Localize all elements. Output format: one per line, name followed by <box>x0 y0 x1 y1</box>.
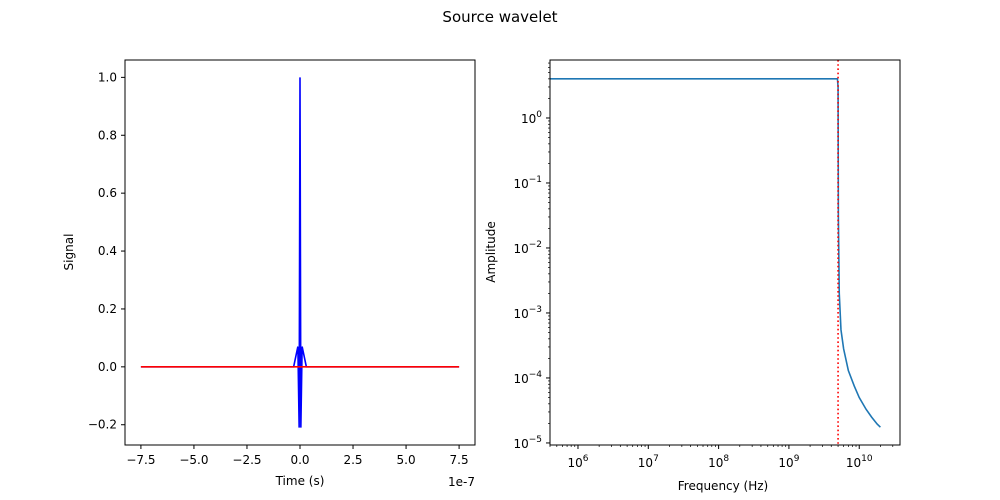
spectrum-plot-lines <box>550 60 881 445</box>
signal-series-0 <box>140 77 460 428</box>
spectrum-y-tick-label: 10−2 <box>513 240 542 256</box>
signal-x-tick-label: 2.5 <box>343 453 362 467</box>
signal-y-tick-label: 0.0 <box>98 360 117 374</box>
signal-x-tick-label: 5.0 <box>397 453 416 467</box>
signal-x-tick-label: 7.5 <box>450 453 469 467</box>
signal-y-tick-label: 0.4 <box>98 244 117 258</box>
spectrum-x-tick-label: 1010 <box>846 454 873 470</box>
spectrum-y-tick-label: 10−4 <box>513 370 542 386</box>
figure-title: Source wavelet <box>442 8 557 26</box>
spectrum-x-axis-label: Frequency (Hz) <box>678 479 769 493</box>
spectrum-axes-frame <box>549 59 901 446</box>
signal-y-tick-label: 0.8 <box>98 128 117 142</box>
signal-x-tick-label: −7.5 <box>126 453 155 467</box>
spectrum-ticks: 106 107 108 109 1010 10−5 10−4 10−3 10−2 10−1 100 <box>513 62 894 470</box>
spectrum-y-tick-label: 100 <box>521 110 542 126</box>
signal-y-tick-label: 1.0 <box>98 70 117 84</box>
signal-x-axis-label: Time (s) <box>275 474 325 488</box>
signal-y-tick-label: 0.2 <box>98 302 117 316</box>
spectrum-x-tick-label: 109 <box>778 454 799 470</box>
spectrum-y-tick-label: 10−1 <box>513 175 542 191</box>
signal-panel: −7.5 −5.0 −2.5 0.0 2.5 5.0 7.5 −0.2 0.0 0.2 0.4 0.6… <box>62 59 476 489</box>
signal-plot-lines <box>140 77 460 428</box>
signal-y-tick-label: 0.6 <box>98 186 117 200</box>
spectrum-panel: 106 107 108 109 101010−510−410−310−210−1100 … <box>484 59 901 493</box>
signal-x-tick-label: 0.0 <box>290 453 309 467</box>
signal-y-tick-label: −0.2 <box>88 418 117 432</box>
signal-ticks: −7.5 −5.0 −2.5 0.0 2.5 5.0 7.5 −0.2 0.0 0.2 0.4 0.6… <box>88 70 469 467</box>
signal-x-tick-label: −5.0 <box>179 453 208 467</box>
spectrum-y-axis-label: Amplitude <box>484 221 498 283</box>
signal-x-offset-text: 1e-7 <box>448 475 475 489</box>
signal-y-axis-label: Signal <box>62 234 76 271</box>
signal-x-tick-label: −2.5 <box>232 453 261 467</box>
spectrum-x-tick-label: 106 <box>567 454 588 470</box>
spectrum-y-tick-label: 10−3 <box>513 305 542 321</box>
spectrum-x-tick-label: 108 <box>708 454 729 470</box>
spectrum-series-0 <box>550 78 881 428</box>
spectrum-x-tick-label: 107 <box>638 454 659 470</box>
spectrum-y-tick-label: 10−5 <box>513 435 542 451</box>
